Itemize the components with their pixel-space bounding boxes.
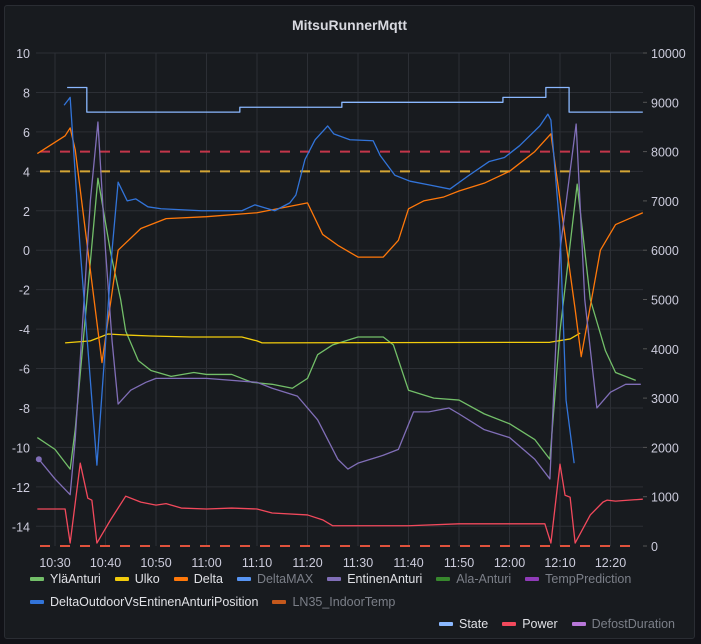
legend-row-2: DeltaOutdoorVsEntinenAnturiPosition LN35_… xyxy=(30,595,395,609)
y-left-tick-label: 8 xyxy=(23,86,30,100)
legend-row-1: YläAnturi Ulko Delta DeltaMAX EntinenAnturi A… xyxy=(30,572,631,586)
y-left-tick-label: 4 xyxy=(23,165,30,179)
legend-item-ala-anturi[interactable]: Ala-Anturi xyxy=(436,572,511,586)
y-right-tick-label: 7000 xyxy=(651,195,679,209)
legend-swatch xyxy=(173,577,188,581)
legend-item-entinenanturi[interactable]: EntinenAnturi xyxy=(327,572,422,586)
y-left-tick-label: -8 xyxy=(19,402,30,416)
panel-title: MitsuRunnerMqtt xyxy=(291,17,408,33)
legend-swatch xyxy=(436,577,451,581)
y-right-tick-label: 3000 xyxy=(651,392,679,406)
y-right-tick-label: 5000 xyxy=(651,294,679,308)
y-left-tick-label: -12 xyxy=(12,481,30,495)
legend-swatch xyxy=(327,577,342,581)
y-right-tick-label: 1000 xyxy=(651,491,679,505)
x-tick-label: 11:50 xyxy=(444,556,474,570)
y-right-tick-label: 10000 xyxy=(651,47,686,61)
legend-item-deltamax[interactable]: DeltaMAX xyxy=(236,572,314,586)
x-tick-label: 10:50 xyxy=(140,556,171,570)
y-right-tick-label: 6000 xyxy=(651,244,679,258)
x-tick-label: 11:10 xyxy=(242,556,272,570)
legend-label: DefostDuration xyxy=(591,617,675,631)
series-delta xyxy=(36,127,644,364)
x-tick-label: 10:30 xyxy=(39,556,70,570)
y-right-tick-label: 0 xyxy=(651,540,658,554)
legend-swatch xyxy=(236,577,251,581)
x-tick-label: 11:30 xyxy=(343,556,373,570)
y-left-tick-label: 6 xyxy=(23,126,30,140)
y-left-tick-label: 0 xyxy=(23,244,30,258)
y-left-tick-label: 10 xyxy=(16,47,30,61)
x-tick-label: 11:40 xyxy=(393,556,423,570)
legend-row-3: State Power DefostDuration xyxy=(439,617,675,631)
series-deltaoutdoorvsentinenanturiposition xyxy=(63,96,575,466)
legend-label: DeltaOutdoorVsEntinenAnturiPosition xyxy=(50,595,259,609)
legend-label: TempPrediction xyxy=(545,572,632,586)
y-left-tick-label: -2 xyxy=(19,284,30,298)
series-entinenanturi xyxy=(38,121,641,496)
series-state xyxy=(67,86,643,113)
legend-swatch xyxy=(525,577,540,581)
y-right-tick-label: 4000 xyxy=(651,343,679,357)
series-yl-anturi xyxy=(36,177,636,470)
legend-label: Ala-Anturi xyxy=(456,572,512,586)
legend-swatch xyxy=(30,577,44,581)
legend-item-yl-anturi[interactable]: YläAnturi xyxy=(30,572,101,586)
chart-panel: MitsuRunnerMqtt xyxy=(4,5,695,639)
legend-item-ln35-indoortemp[interactable]: LN35_IndoorTemp xyxy=(272,595,395,609)
y-left-tick-label: -4 xyxy=(19,323,30,337)
legend-label: Ulko xyxy=(134,572,160,586)
legend-item-defostduration[interactable]: DefostDuration xyxy=(571,617,675,631)
legend-label: Power xyxy=(522,617,558,631)
x-tick-label: 12:00 xyxy=(494,556,525,570)
data-point xyxy=(35,456,42,463)
y-right-tick-label: 9000 xyxy=(651,96,679,110)
legend-swatch xyxy=(114,577,129,581)
legend-swatch xyxy=(502,622,517,626)
legend-item-tempprediction[interactable]: TempPrediction xyxy=(525,572,631,586)
legend-label: LN35_IndoorTemp xyxy=(292,595,396,609)
legend-swatch xyxy=(439,622,453,626)
y-right-tick-label: 8000 xyxy=(651,146,679,160)
x-tick-label: 12:20 xyxy=(595,556,626,570)
x-tick-label: 10:40 xyxy=(90,556,121,570)
series-ulko xyxy=(65,332,581,344)
series-power xyxy=(37,462,643,544)
legend-item-state[interactable]: State xyxy=(439,617,488,631)
legend-swatch xyxy=(571,622,586,626)
y-left-tick-label: -10 xyxy=(12,441,30,455)
legend-item-delta[interactable]: Delta xyxy=(173,572,223,586)
legend-label: YläAnturi xyxy=(50,572,101,586)
x-tick-label: 12:10 xyxy=(544,556,575,570)
legend-label: State xyxy=(459,617,489,631)
legend-swatch xyxy=(30,600,44,604)
y-left-tick-label: -6 xyxy=(19,363,30,377)
legend-label: Delta xyxy=(193,572,223,586)
legend-item-ulko[interactable]: Ulko xyxy=(114,572,160,586)
legend-swatch xyxy=(272,600,287,604)
y-right-tick-label: 2000 xyxy=(651,441,679,455)
y-left-tick-label: 2 xyxy=(23,205,30,219)
legend-item-power[interactable]: Power xyxy=(502,617,558,631)
y-left-tick-label: -14 xyxy=(12,520,30,534)
x-tick-label: 11:00 xyxy=(191,556,221,570)
x-tick-label: 11:20 xyxy=(292,556,322,570)
legend-item-deltaoutdoorvsentinenanturiposition[interactable]: DeltaOutdoorVsEntinenAnturiPosition xyxy=(30,595,258,609)
legend-label: DeltaMAX xyxy=(256,572,314,586)
legend-label: EntinenAnturi xyxy=(347,572,423,586)
